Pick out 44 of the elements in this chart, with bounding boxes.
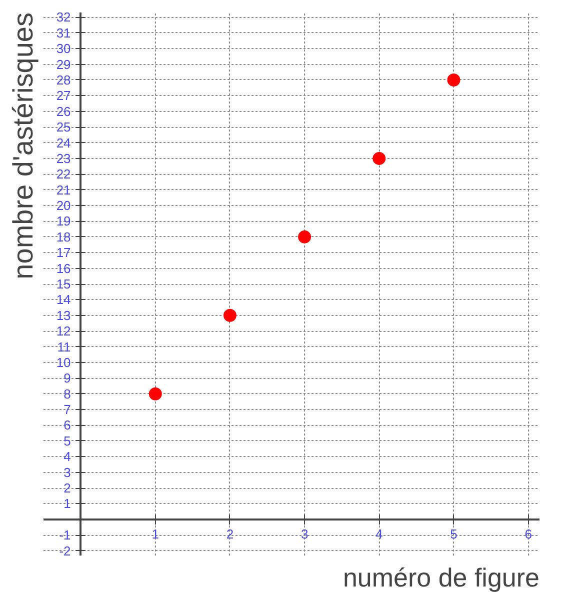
x-axis-title: numéro de figure [342, 562, 540, 592]
point [148, 387, 162, 400]
x-tick-label: 6 [524, 526, 532, 542]
y-tick-label: 27 [56, 88, 71, 104]
y-tick-label: 2 [64, 480, 71, 496]
y-tick-label: 23 [56, 150, 71, 166]
x-tick-label: 3 [300, 526, 308, 542]
y-tick-label: 32 [56, 10, 71, 25]
y-tick-label: 12 [56, 324, 71, 339]
y-tick-label: 9 [64, 370, 71, 386]
y-tick-label: 28 [56, 72, 71, 88]
y-tick-label: 19 [56, 214, 71, 229]
y-tick-label: 29 [56, 56, 71, 72]
y-tick-label: 24 [56, 135, 71, 150]
y-tick-label: 11 [57, 339, 71, 354]
y-tick-label: 5 [64, 433, 71, 448]
point [223, 308, 236, 322]
y-tick-label: -2 [59, 543, 71, 558]
y-tick-label: 8 [64, 386, 71, 402]
point [372, 152, 386, 165]
y-tick-label: 3 [64, 464, 71, 480]
y-tick-label: 13 [56, 308, 71, 323]
y-tick-label: 4 [64, 449, 71, 464]
y-tick-label: 1 [64, 496, 71, 512]
y-tick-label: 16 [56, 260, 71, 276]
y-tick-label: 7 [64, 402, 71, 418]
y-tick-label: 15 [56, 276, 71, 292]
y-tick-label: 6 [64, 418, 71, 433]
y-tick-label: -1 [59, 528, 71, 543]
y-tick-label: 22 [56, 166, 71, 182]
y-axis-title: nombre d'astérisques [8, 12, 38, 280]
y-tick-label: 31 [56, 25, 71, 40]
y-tick-label: 18 [56, 229, 71, 244]
y-tick-label: 20 [56, 198, 71, 214]
x-tick-label: 1 [152, 526, 159, 542]
point [298, 230, 312, 244]
y-tick-label: 10 [56, 354, 71, 370]
y-tick-label: 26 [56, 104, 71, 119]
y-tick-label: 14 [56, 292, 71, 308]
y-tick-label: 30 [56, 41, 71, 56]
y-tick-label: 17 [56, 245, 71, 260]
y-tick-label: 25 [56, 120, 71, 135]
point [447, 73, 460, 86]
y-tick-label: 21 [56, 182, 71, 198]
